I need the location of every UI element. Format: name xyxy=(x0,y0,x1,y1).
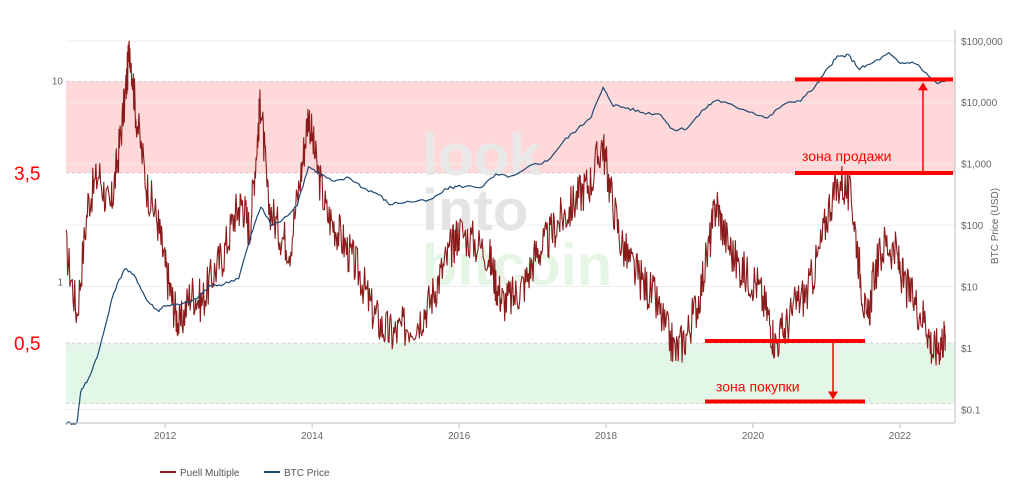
x-tick-label: 2012 xyxy=(154,431,177,442)
series-line-btc-price xyxy=(65,51,946,426)
watermark-bitcoin: bitcoin xyxy=(422,233,612,298)
legend-label: BTC Price xyxy=(284,468,330,479)
legend-item[interactable]: BTC Price xyxy=(264,468,330,479)
x-tick-label: 2020 xyxy=(742,431,765,442)
buy-zone xyxy=(66,342,955,404)
right-tick-label: $0.1 xyxy=(961,405,981,416)
buy-arrow-head xyxy=(828,391,838,400)
level-label: 0,5 xyxy=(14,334,40,355)
watermark-look: look xyxy=(422,123,542,188)
left-tick-label: 10 xyxy=(52,76,64,87)
x-tick-label: 2014 xyxy=(301,431,324,442)
watermark-into: into xyxy=(422,178,528,243)
right-tick-label: $10 xyxy=(961,283,978,294)
x-tick-label: 2022 xyxy=(889,431,912,442)
sell-zone-label: зона продажи xyxy=(802,148,891,164)
right-tick-label: $100,000 xyxy=(961,37,1003,48)
legend-item[interactable]: Puell Multiple xyxy=(160,468,240,479)
sell-arrow-head xyxy=(918,82,928,91)
sell-zone xyxy=(66,81,955,174)
right-tick-label: $10,000 xyxy=(961,98,998,109)
right-tick-label: $100 xyxy=(961,221,984,232)
annotations: 3,5 0,5 зона продажи зона покупки xyxy=(14,77,953,404)
level-label: 3,5 xyxy=(14,164,40,185)
x-tick-label: 2016 xyxy=(448,431,471,442)
buy-zone-label: зона покупки xyxy=(716,379,800,395)
x-tick-label: 2018 xyxy=(595,431,618,442)
legend-label: Puell Multiple xyxy=(180,468,240,479)
right-tick-label: $1 xyxy=(961,344,973,355)
right-axis-title: BTC Price (USD) xyxy=(990,188,1001,264)
series-line-puell-multiple xyxy=(65,40,946,366)
left-tick-label: 1 xyxy=(57,277,63,288)
legend[interactable]: Puell Multiple BTC Price xyxy=(160,468,330,479)
right-tick-label: $1,000 xyxy=(961,160,992,171)
